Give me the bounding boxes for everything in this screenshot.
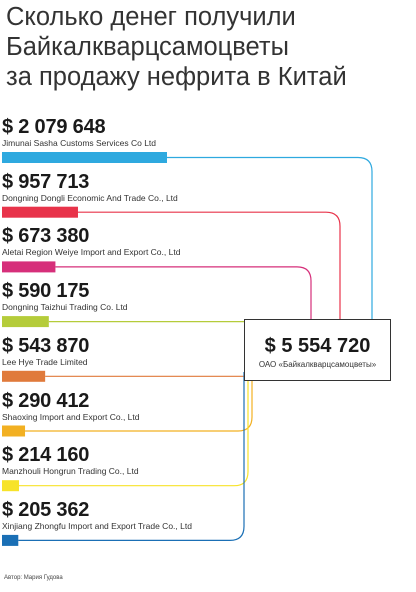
bar-1 bbox=[2, 152, 167, 163]
bar-4 bbox=[2, 316, 49, 328]
connector-line-8 bbox=[18, 372, 245, 541]
title-line-3: за продажу нефрита в Китай bbox=[6, 63, 347, 91]
connector-line-3 bbox=[55, 266, 312, 334]
bar-8 bbox=[2, 534, 19, 546]
connector-line-2 bbox=[77, 211, 341, 342]
bar-category-label-6: Shaoxing Import and Export Co., Ltd bbox=[2, 411, 140, 422]
bar-3 bbox=[2, 261, 56, 273]
bar-category-label-8: Xinjiang Zhongfu Import and Export Trade… bbox=[2, 520, 192, 531]
bar-7 bbox=[2, 480, 19, 492]
bar-value-label-4: $ 590 175 bbox=[2, 280, 90, 303]
title-line-1: Сколько денег получили bbox=[6, 3, 296, 31]
bar-value-label-6: $ 290 412 bbox=[2, 389, 90, 412]
bar-6 bbox=[2, 425, 26, 437]
total-box: $ 5 554 720 ОАО «Байкалкварцсамоцветы» bbox=[244, 319, 391, 381]
author-credit: Автор: Мария Гудова bbox=[4, 575, 63, 581]
connector-line-1 bbox=[167, 156, 373, 350]
bar-category-label-5: Lee Hye Trade Limited bbox=[2, 356, 88, 367]
bar-5 bbox=[2, 370, 46, 382]
bar-value-label-3: $ 673 380 bbox=[2, 225, 90, 248]
bar-category-label-7: Manzhouli Hongrun Trading Co., Ltd bbox=[2, 466, 139, 477]
bar-value-label-5: $ 543 870 bbox=[2, 334, 90, 357]
total-recipient: ОАО «Байкалкварцсамоцветы» bbox=[258, 360, 377, 369]
bar-2 bbox=[2, 206, 78, 218]
bar-value-label-2: $ 957 713 bbox=[2, 170, 90, 193]
bar-category-label-1: Jimunai Sasha Customs Services Co Ltd bbox=[2, 138, 157, 148]
chart-title: Сколько денег получили Байкалкварцсамоцв… bbox=[6, 2, 410, 92]
bar-category-label-4: Dongning Taizhui Trading Co. Ltd bbox=[2, 302, 128, 313]
title-line-2: Байкалкварцсамоцветы bbox=[6, 33, 289, 61]
bar-value-label-8: $ 205 362 bbox=[2, 498, 90, 521]
bar-value-label-7: $ 214 160 bbox=[2, 444, 90, 467]
total-value: $ 5 554 720 bbox=[264, 335, 371, 357]
bar-category-label-3: Aletai Region Weiye Import and Export Co… bbox=[2, 247, 181, 258]
bar-value-label-1: $ 2 079 648 bbox=[2, 116, 106, 138]
bar-category-label-2: Dongning Dongli Economic And Trade Co., … bbox=[2, 192, 178, 203]
